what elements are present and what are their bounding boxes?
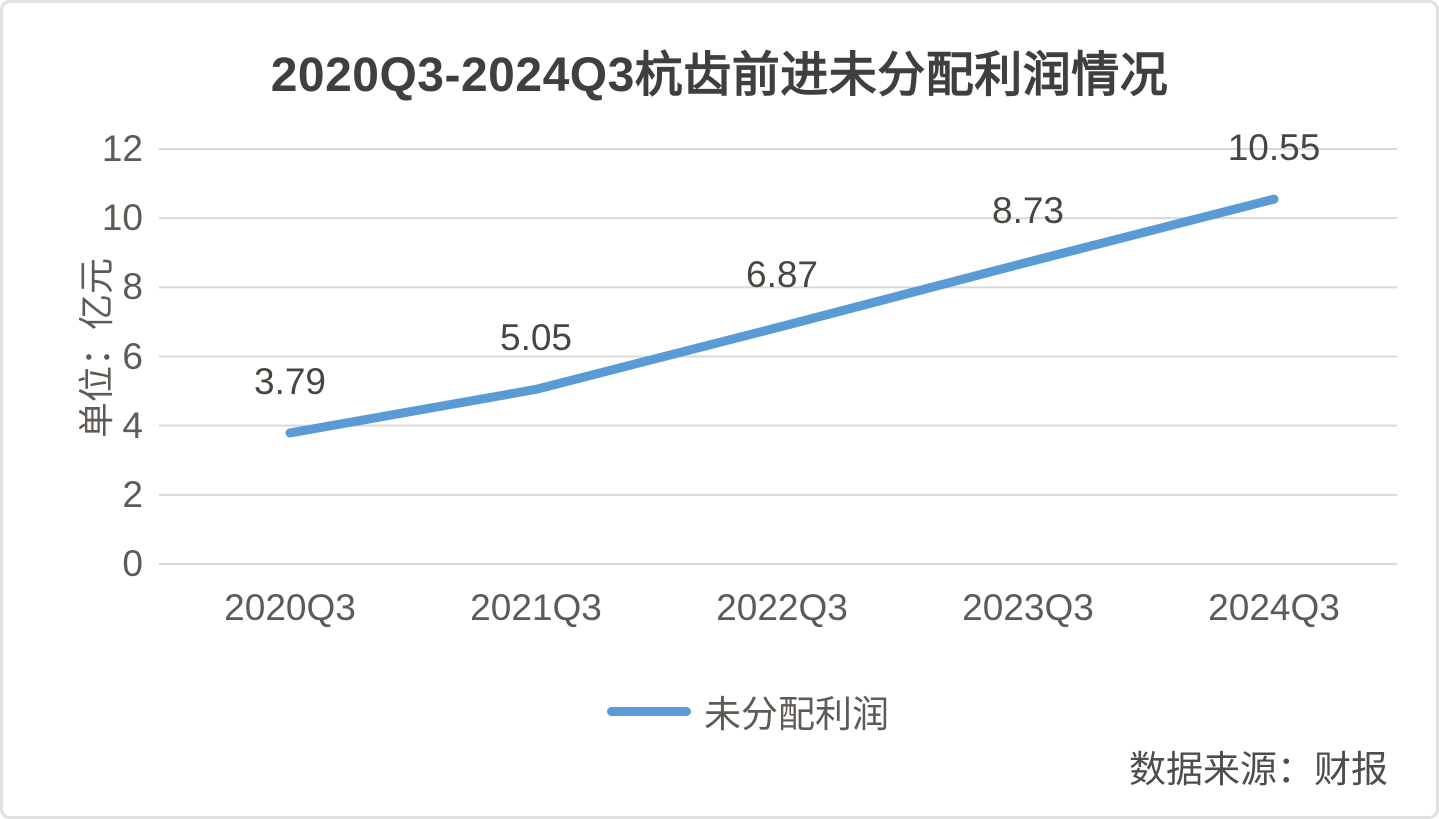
x-tick-label: 2021Q3 xyxy=(470,587,602,628)
legend-line-marker xyxy=(607,706,691,716)
data-point-label: 8.73 xyxy=(991,190,1065,232)
line-chart-svg xyxy=(159,148,1397,565)
y-tick-label: 6 xyxy=(122,335,143,377)
x-tick-label: 2022Q3 xyxy=(716,587,848,628)
x-tick-label: 2023Q3 xyxy=(962,587,1094,628)
legend-label: 未分配利润 xyxy=(704,694,889,735)
x-axis-tick-labels: 2020Q3 2021Q3 2022Q3 2023Q3 2024Q3 xyxy=(3,3,1436,816)
y-tick-label: 2 xyxy=(122,473,143,515)
y-tick-label: 10 xyxy=(101,197,143,239)
data-point-label: 10.55 xyxy=(1227,127,1321,169)
y-tick-label: 8 xyxy=(122,266,143,308)
data-labels: 3.79 5.05 6.87 8.73 10.55 xyxy=(3,3,1436,816)
legend: 未分配利润 xyxy=(607,684,889,738)
plot-area xyxy=(159,148,1397,565)
y-tick-label: 12 xyxy=(101,128,143,169)
data-point-label: 3.79 xyxy=(253,360,327,402)
x-tick-label: 2020Q3 xyxy=(224,587,356,628)
y-tick-label: 0 xyxy=(122,543,143,584)
data-point-label: 5.05 xyxy=(499,317,573,359)
x-tick-label: 2024Q3 xyxy=(1208,587,1340,628)
y-axis-tick-labels: 0 2 4 6 8 10 12 xyxy=(3,3,1436,816)
y-tick-label: 4 xyxy=(122,404,143,446)
series-line xyxy=(285,194,1279,438)
data-point-label: 6.87 xyxy=(745,254,819,296)
source-note: 数据来源：财报 xyxy=(1129,749,1388,790)
chart-title: 2020Q3-2024Q3杭齿前进未分配利润情况 xyxy=(270,49,1169,102)
